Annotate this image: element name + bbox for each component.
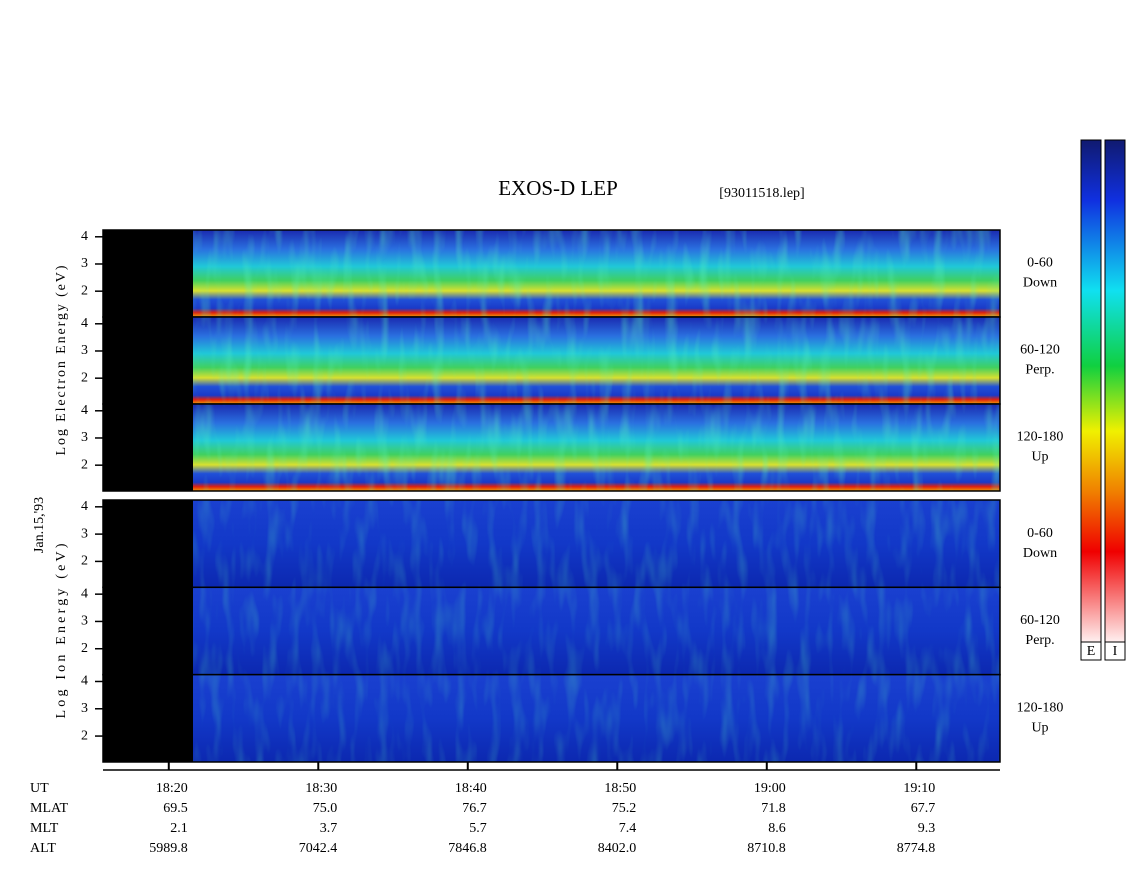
ephemeris-value: 5989.8 [149,841,188,856]
panel-label: 60-120 [1020,613,1060,628]
y-tick-label: 2 [81,554,88,569]
y-tick-label: 4 [81,586,88,601]
y-tick-label: 3 [81,430,88,445]
ephemeris-label: MLAT [30,801,69,816]
x-tick-label: 18:40 [455,781,487,796]
ephemeris-value: 7846.8 [448,841,487,856]
ephemeris-value: 8402.0 [598,841,637,856]
colorbar-label-box [1080,641,1102,661]
colorbar [1080,139,1102,643]
y-tick-label: 3 [81,614,88,629]
y-tick-label: 2 [81,457,88,472]
ephemeris-label: MLT [30,821,59,836]
colorbar-label: E [1087,644,1096,659]
colorbar-label-box [1104,641,1126,661]
spectrogram-texture [103,587,1000,675]
panel-label: Perp. [1025,633,1054,648]
spectrogram-texture [103,230,1000,317]
ephemeris-value: 75.2 [612,801,637,816]
no-data-block [103,404,193,491]
y-tick-label: 3 [81,701,88,716]
y-tick-label: 4 [81,229,88,244]
y-tick-label: 2 [81,641,88,656]
panel-label: Down [1023,546,1057,561]
ephemeris-value: 7042.4 [299,841,338,856]
y-tick-label: 2 [81,728,88,743]
x-tick-label: 18:30 [305,781,337,796]
y-axis-label: Log Electron Energy (eV) [54,265,69,455]
panel-label: 60-120 [1020,343,1060,358]
no-data-block [103,317,193,404]
spectrogram-texture [103,674,1000,762]
spectrogram-texture [103,317,1000,404]
no-data-block [103,500,193,588]
spectrogram-texture [103,500,1000,588]
y-tick-label: 4 [81,499,88,514]
ephemeris-label: ALT [30,841,56,856]
panel-label: Up [1031,721,1048,736]
y-tick-label: 4 [81,674,88,689]
panel-label: Perp. [1025,363,1054,378]
ephemeris-label: UT [30,781,49,796]
panel-frame [102,403,1001,492]
no-data-block [103,674,193,762]
x-tick-label: 19:10 [903,781,935,796]
ephemeris-value: 2.1 [170,821,188,836]
ephemeris-value: 8710.8 [747,841,786,856]
y-tick-label: 4 [81,403,88,418]
y-tick-label: 2 [81,370,88,385]
x-tick-label: 18:50 [604,781,636,796]
ephemeris-value: 71.8 [761,801,786,816]
panel-label: Down [1023,276,1057,291]
file-label: [93011518.lep] [719,186,804,201]
ephemeris-value: 9.3 [918,821,936,836]
panel-label: 120-180 [1017,430,1064,445]
panel-label: 0-60 [1027,256,1053,271]
colorbar [1104,139,1126,643]
y-tick-label: 3 [81,526,88,541]
ephemeris-value: 67.7 [911,801,936,816]
panel-frame [102,673,1001,763]
ephemeris-value: 69.5 [163,801,188,816]
ephemeris-value: 76.7 [462,801,487,816]
ephemeris-value: 5.7 [469,821,487,836]
ephemeris-value: 3.7 [320,821,338,836]
panel-label: 0-60 [1027,526,1053,541]
date-label: Jan.15,'93 [32,497,47,553]
y-tick-label: 2 [81,283,88,298]
x-tick-label: 19:00 [754,781,786,796]
chart-title: EXOS-D LEP [498,176,618,200]
ephemeris-value: 7.4 [619,821,637,836]
ephemeris-value: 8774.8 [897,841,936,856]
y-tick-label: 4 [81,316,88,331]
ephemeris-value: 75.0 [313,801,338,816]
panel-label: Up [1031,450,1048,465]
y-tick-label: 3 [81,256,88,271]
ephemeris-value: 8.6 [768,821,786,836]
no-data-block [103,230,193,317]
panel-label: 120-180 [1017,701,1064,716]
y-tick-label: 3 [81,343,88,358]
colorbar-label: I [1113,644,1118,659]
y-axis-label: Log Ion Energy (eV) [54,543,69,718]
x-tick-label: 18:20 [156,781,188,796]
spectrogram-texture [103,404,1000,491]
no-data-block [103,587,193,675]
